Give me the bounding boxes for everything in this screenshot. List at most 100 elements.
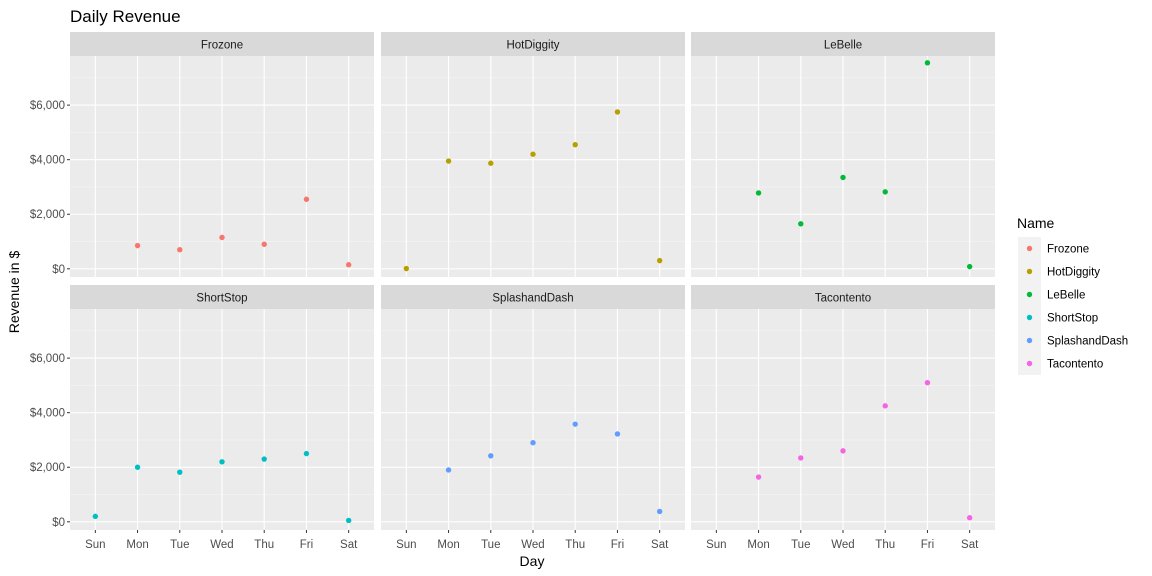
data-point [966,263,973,270]
legend-item-hotdiggity: HotDiggity [1018,260,1100,283]
data-point [572,421,578,427]
x-tick-label: Wed [831,539,854,551]
x-tick-label: Tue [791,539,810,551]
data-point [656,257,663,264]
x-tick-label: Sat [961,539,979,551]
legend-marker [1026,245,1033,252]
data-point [345,262,352,268]
y-tick-label: $2,000 [30,209,65,221]
x-tick-label: Thu [875,539,895,551]
data-point [92,513,99,520]
y-tick-label: $6,000 [30,353,65,365]
facet-strip [70,285,374,309]
x-tick-label: Fri [611,539,624,551]
data-point [614,431,621,437]
legend-item-splashanddash: SplashandDash [1018,329,1128,352]
y-tick-label: $2,000 [30,462,65,474]
facet-strip [381,285,685,309]
facet-panel-hotdiggity: HotDiggity [381,32,685,277]
legend-label: Frozone [1047,244,1089,256]
legend-marker [1026,360,1033,367]
x-tick-label: Tue [481,539,500,551]
facet-strip [381,32,685,56]
x-tick-label: Sat [651,539,669,551]
y-tick-label: $6,000 [30,100,65,112]
facet-strip-label: Tacontento [815,293,871,305]
facet-panel-tacontento: Tacontento Sun Mon Tue Wed Thu Fri Sat [691,285,995,551]
legend-item-lebelle: LeBelle [1018,283,1085,306]
x-tick-label: Tue [170,539,189,551]
data-point [966,515,973,521]
y-axis-title: Revenue in $ [6,251,22,334]
data-point [445,158,452,164]
facet-panel-lebelle: LeBelle [691,32,995,277]
data-point [840,448,846,454]
data-point [572,141,578,148]
facet-strip-label: LeBelle [824,40,862,52]
legend-item-frozone: Frozone [1018,237,1089,260]
legend-items: Frozone HotDiggity LeBelle ShortStop Splasha… [1018,237,1128,375]
facet-panel-splashanddash: SplashandDash Sun Mon Tue Wed Thu Fri Sat [381,285,685,551]
data-point [924,379,931,386]
x-tick-label: Fri [921,539,934,551]
data-point [488,453,494,459]
data-point [614,109,621,115]
data-point [261,241,267,247]
data-point [488,160,494,166]
data-point [445,467,452,473]
facet-strip [70,32,374,56]
legend-label: SplashandDash [1047,336,1128,348]
x-tick-label: Mon [126,539,148,551]
data-point [219,459,225,465]
legend-title: Name [1017,215,1055,231]
y-tick-label: $4,000 [30,155,65,167]
y-tick-label: $4,000 [30,408,65,420]
data-point [530,439,536,446]
y-tick-label: $0 [52,517,65,529]
data-point [261,456,267,462]
facet-strip-label: Frozone [201,40,243,52]
chart-title: Daily Revenue [70,7,181,26]
facet-strip-label: SplashandDash [492,293,573,305]
data-point [403,265,410,272]
data-point [798,455,804,461]
facet-strip [691,32,995,56]
x-tick-label: Thu [565,539,585,551]
x-tick-label: Fri [300,539,313,551]
facet-strip [691,285,995,309]
legend-item-tacontento: Tacontento [1018,352,1103,375]
facet-panels: Frozone $0 $2,000 $4,000 $6,000 HotDiggity LeB… [30,32,995,551]
legend-item-shortstop: ShortStop [1018,306,1098,329]
legend-marker [1026,314,1033,321]
legend-label: Tacontento [1047,359,1103,371]
data-point [924,60,931,66]
legend-label: ShortStop [1047,313,1098,325]
legend: Name Frozone HotDiggity LeBelle ShortStop Sp… [1017,215,1128,375]
data-point [134,464,141,470]
data-point [303,196,310,202]
facet-strip-label: ShortStop [196,293,247,305]
legend-marker [1026,337,1033,344]
data-point [530,151,536,157]
data-point [840,174,846,181]
x-tick-label: Sun [396,539,416,551]
legend-label: LeBelle [1047,290,1085,302]
data-point [177,469,183,475]
x-tick-label: Sun [706,539,726,551]
x-tick-label: Sat [340,539,358,551]
x-tick-label: Sun [85,539,105,551]
facet-panel-frozone: Frozone $0 $2,000 $4,000 $6,000 [30,32,374,277]
y-tick-label: $0 [52,264,65,276]
data-point [219,234,225,241]
data-point [755,474,762,480]
x-tick-label: Mon [747,539,769,551]
data-point [882,403,888,409]
facet-panel-shortstop: ShortStop $0 $2,000 $4,000 $6,000 Sun Mon Tue We… [30,285,374,551]
legend-marker [1026,268,1033,275]
data-point [177,247,183,253]
data-point [882,189,888,195]
data-point [798,221,804,227]
data-point [303,450,310,457]
x-tick-label: Wed [210,539,233,551]
